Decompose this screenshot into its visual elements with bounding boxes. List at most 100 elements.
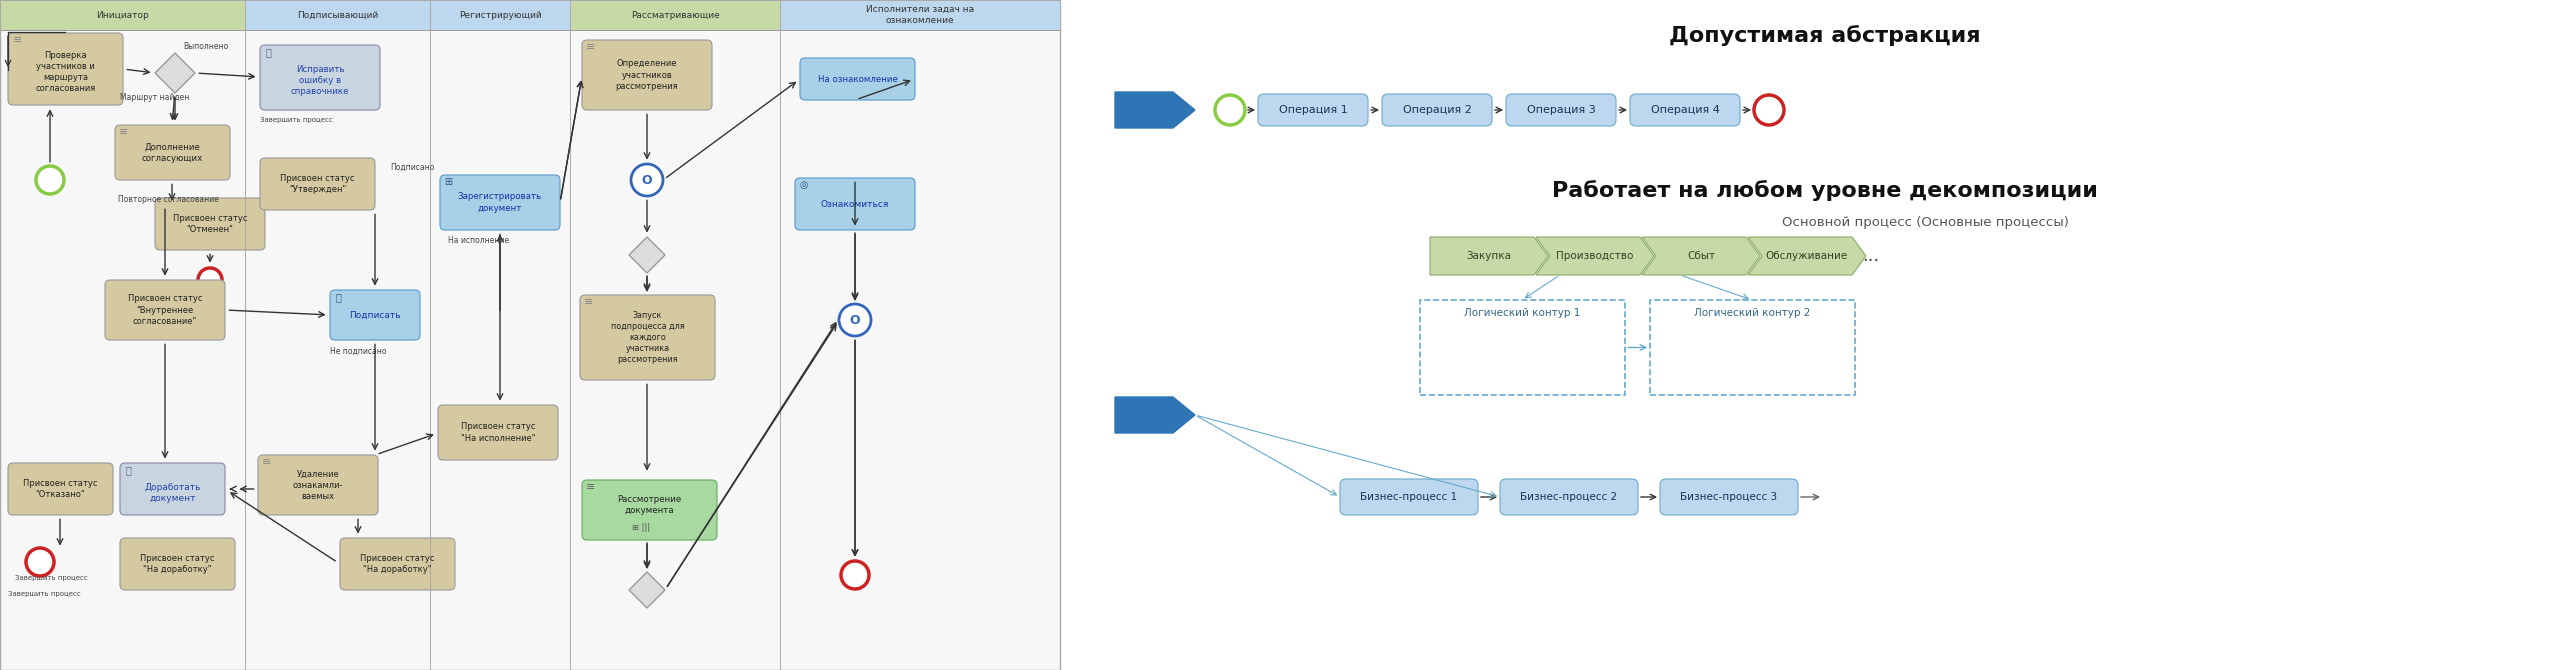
Text: Исправить
ошибку в
справочнике: Исправить ошибку в справочнике	[292, 65, 348, 96]
Bar	[246, 0, 430, 30]
FancyArrow shape	[1116, 92, 1196, 128]
Text: 👤: 👤	[125, 465, 133, 475]
Text: Зарегистрировать
документ: Зарегистрировать документ	[458, 192, 543, 212]
FancyBboxPatch shape	[261, 158, 374, 210]
FancyBboxPatch shape	[8, 33, 123, 105]
Text: Присвоен статус
"Отказано": Присвоен статус "Отказано"	[23, 479, 97, 499]
FancyBboxPatch shape	[1631, 94, 1741, 126]
FancyBboxPatch shape	[340, 538, 456, 590]
Text: На исполнение: На исполнение	[448, 236, 509, 245]
Text: Доработать
документ: Доработать документ	[143, 483, 200, 503]
Text: Не подписано: Не подписано	[330, 347, 387, 356]
FancyBboxPatch shape	[105, 280, 225, 340]
Text: ≡: ≡	[261, 457, 271, 467]
Bar	[0, 0, 1060, 670]
Text: ≡: ≡	[586, 42, 596, 52]
Text: Операция 2: Операция 2	[1403, 105, 1472, 115]
Text: 👤: 👤	[266, 47, 271, 57]
Text: Подписать: Подписать	[348, 310, 402, 320]
Circle shape	[1216, 95, 1244, 125]
Text: Инициатор: Инициатор	[97, 11, 148, 19]
Text: Сбыт: Сбыт	[1687, 251, 1715, 261]
Text: Присвоен статус
"Утвержден": Присвоен статус "Утвержден"	[279, 174, 356, 194]
Text: O: O	[850, 314, 860, 326]
Text: Подписано: Подписано	[389, 163, 435, 172]
Text: ≡: ≡	[118, 127, 128, 137]
Polygon shape	[1536, 237, 1654, 275]
FancyBboxPatch shape	[581, 480, 717, 540]
Text: Проверка
участников и
маршрута
согласования: Проверка участников и маршрута согласова…	[36, 51, 95, 93]
FancyBboxPatch shape	[799, 58, 914, 100]
Text: Бизнес-процесс 2: Бизнес-процесс 2	[1521, 492, 1618, 502]
Text: Обслуживание: Обслуживание	[1766, 251, 1848, 261]
FancyBboxPatch shape	[115, 125, 230, 180]
FancyBboxPatch shape	[1500, 479, 1638, 515]
Bar	[1421, 300, 1626, 395]
Text: ≡: ≡	[586, 482, 596, 492]
Circle shape	[840, 304, 870, 336]
Text: Регистрирующий: Регистрирующий	[458, 11, 540, 19]
Circle shape	[630, 164, 663, 196]
FancyBboxPatch shape	[581, 40, 712, 110]
FancyBboxPatch shape	[438, 405, 558, 460]
Text: Присвоен статус
"На доработку": Присвоен статус "На доработку"	[361, 554, 435, 574]
FancyBboxPatch shape	[120, 463, 225, 515]
Text: Маршрут найден: Маршрут найден	[120, 93, 189, 102]
Polygon shape	[1641, 237, 1759, 275]
Circle shape	[842, 561, 868, 589]
Polygon shape	[1748, 237, 1866, 275]
Bar	[781, 0, 1060, 30]
FancyBboxPatch shape	[1659, 479, 1797, 515]
Text: 🔑: 🔑	[335, 292, 343, 302]
Text: Присвоен статус
"Внутреннее
согласование": Присвоен статус "Внутреннее согласование…	[128, 294, 202, 326]
Text: Основной процесс (Основные процессы): Основной процесс (Основные процессы)	[1782, 216, 2068, 229]
Text: Бизнес-процесс 1: Бизнес-процесс 1	[1359, 492, 1457, 502]
Text: ⊞: ⊞	[443, 177, 453, 187]
Text: ◎: ◎	[799, 180, 809, 190]
FancyBboxPatch shape	[261, 45, 379, 110]
Polygon shape	[630, 237, 666, 273]
Circle shape	[36, 166, 64, 194]
Text: ⊞ |||: ⊞ |||	[632, 523, 650, 532]
Circle shape	[26, 548, 54, 576]
Text: Исполнители задач на
ознакомление: Исполнители задач на ознакомление	[865, 5, 973, 25]
FancyBboxPatch shape	[120, 538, 236, 590]
Text: Удаление
ознакамли-
ваемых: Удаление ознакамли- ваемых	[292, 470, 343, 500]
FancyBboxPatch shape	[1257, 94, 1367, 126]
Text: Допустимая абстракция: Допустимая абстракция	[1669, 25, 1981, 46]
Text: Завершить процесс: Завершить процесс	[15, 575, 87, 581]
Text: Подписывающий: Подписывающий	[297, 11, 379, 19]
Polygon shape	[1431, 237, 1549, 275]
Polygon shape	[156, 53, 195, 93]
FancyBboxPatch shape	[1382, 94, 1492, 126]
Bar	[0, 0, 246, 30]
FancyBboxPatch shape	[1339, 479, 1477, 515]
Text: Завершить процесс: Завершить процесс	[8, 591, 82, 597]
Text: ≡: ≡	[13, 35, 23, 45]
Text: ...: ...	[1861, 247, 1879, 265]
Text: Логический контур 1: Логический контур 1	[1464, 308, 1580, 318]
Text: Закупка: Закупка	[1467, 251, 1510, 261]
FancyBboxPatch shape	[581, 295, 714, 380]
Text: ≡: ≡	[584, 297, 594, 307]
Text: Операция 4: Операция 4	[1651, 105, 1720, 115]
Text: Операция 1: Операция 1	[1277, 105, 1347, 115]
Text: Присвоен статус
"На исполнение": Присвоен статус "На исполнение"	[461, 423, 535, 443]
Bar	[430, 0, 571, 30]
Circle shape	[1754, 95, 1784, 125]
Bar	[571, 0, 781, 30]
Text: Операция 3: Операция 3	[1526, 105, 1595, 115]
FancyBboxPatch shape	[1505, 94, 1615, 126]
FancyBboxPatch shape	[796, 178, 914, 230]
Text: Рассматривающие: Рассматривающие	[630, 11, 719, 19]
Text: Завершить процесс: Завершить процесс	[261, 117, 333, 123]
Bar	[1651, 300, 1856, 395]
Text: Запуск
подпроцесса для
каждого
участника
рассмотрения: Запуск подпроцесса для каждого участника…	[612, 311, 684, 364]
FancyBboxPatch shape	[330, 290, 420, 340]
Text: Присвоен статус
"Отменен": Присвоен статус "Отменен"	[172, 214, 248, 234]
Polygon shape	[630, 572, 666, 608]
FancyBboxPatch shape	[8, 463, 113, 515]
Text: Бизнес-процесс 3: Бизнес-процесс 3	[1679, 492, 1777, 502]
FancyBboxPatch shape	[156, 198, 266, 250]
Text: Логический контур 2: Логический контур 2	[1695, 308, 1810, 318]
